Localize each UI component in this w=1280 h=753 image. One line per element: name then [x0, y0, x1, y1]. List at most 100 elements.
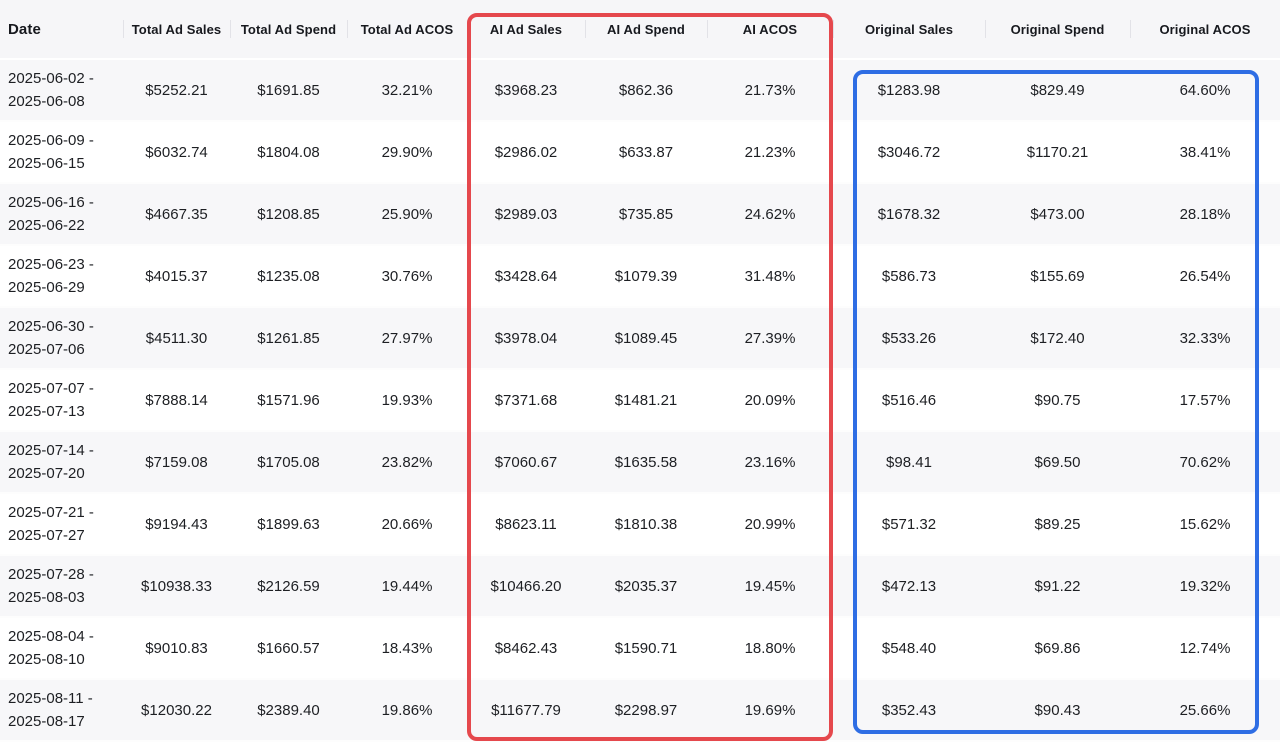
column-header-total-ad-acos: Total Ad ACOS — [347, 22, 467, 37]
date-range-end: 2025-08-10 — [8, 651, 85, 668]
cell-original-sales: $516.46 — [881, 391, 937, 409]
cell-total-ad-spend: $1261.85 — [257, 329, 320, 347]
table-row: 2025-06-23 - 2025-06-29 $4015.37 $1235.0… — [0, 246, 1280, 308]
cell-total-ad-spend: $2389.40 — [257, 701, 320, 719]
cell-total-ad-spend: $1208.85 — [257, 205, 320, 223]
cell-ai-acos: 21.23% — [744, 143, 796, 161]
cell-total-ad-sales: $9010.83 — [145, 639, 208, 657]
cell-date-range: 2025-06-16 - 2025-06-22 — [0, 191, 123, 237]
cell-ai-ad-spend: $735.85 — [618, 205, 674, 223]
date-range-end: 2025-06-29 — [8, 279, 85, 296]
cell-total-ad-acos: 18.43% — [381, 639, 433, 657]
cell-total-ad-sales: $4511.30 — [145, 329, 208, 347]
cell-ai-ad-sales: $7371.68 — [494, 391, 558, 409]
cell-original-spend: $90.75 — [1034, 391, 1081, 409]
table-row: 2025-07-21 - 2025-07-27 $9194.43 $1899.6… — [0, 494, 1280, 556]
column-header-total-ad-sales: Total Ad Sales — [123, 22, 230, 37]
column-header-ai-acos: AI ACOS — [707, 22, 833, 37]
cell-total-ad-acos: 29.90% — [381, 143, 433, 161]
cell-original-spend: $473.00 — [1030, 205, 1085, 223]
cell-total-ad-acos: 27.97% — [381, 329, 433, 347]
cell-original-acos: 12.74% — [1179, 639, 1231, 657]
cell-original-spend: $89.25 — [1034, 515, 1081, 533]
cell-ai-ad-spend: $862.36 — [618, 81, 674, 99]
cell-total-ad-sales: $4015.37 — [145, 267, 208, 285]
cell-original-spend: $69.50 — [1034, 453, 1081, 471]
cell-date-range: 2025-06-30 - 2025-07-06 — [0, 315, 123, 361]
column-header-original-spend: Original Spend — [985, 22, 1130, 37]
cell-total-ad-sales: $10938.33 — [141, 577, 212, 595]
cell-total-ad-acos: 25.90% — [381, 205, 433, 223]
table-row: 2025-07-28 - 2025-08-03 $10938.33 $2126.… — [0, 556, 1280, 618]
column-header-date: Date — [8, 20, 41, 38]
cell-ai-ad-spend: $2298.97 — [614, 701, 678, 719]
cell-original-sales: $571.32 — [881, 515, 937, 533]
cell-date-range: 2025-06-23 - 2025-06-29 — [0, 253, 123, 299]
cell-original-spend: $829.49 — [1030, 81, 1085, 99]
date-range-end: 2025-08-17 — [8, 713, 85, 730]
cell-ai-acos: 20.09% — [744, 391, 796, 409]
cell-ai-ad-sales: $8462.43 — [494, 639, 558, 657]
cell-original-acos: 26.54% — [1179, 267, 1231, 285]
cell-date-range: 2025-06-02 - 2025-06-08 — [0, 67, 123, 113]
date-range-end: 2025-07-20 — [8, 465, 85, 482]
date-range-start: 2025-06-23 - — [8, 256, 94, 273]
table-row: 2025-08-04 - 2025-08-10 $9010.83 $1660.5… — [0, 618, 1280, 680]
table-row: 2025-06-09 - 2025-06-15 $6032.74 $1804.0… — [0, 122, 1280, 184]
cell-original-sales: $1283.98 — [877, 81, 941, 99]
date-range-start: 2025-06-16 - — [8, 194, 94, 211]
cell-ai-ad-sales: $3978.04 — [494, 329, 558, 347]
cell-original-sales: $533.26 — [881, 329, 937, 347]
date-range-start: 2025-07-14 - — [8, 442, 94, 459]
cell-ai-ad-spend: $633.87 — [618, 143, 674, 161]
date-range-start: 2025-08-11 - — [8, 690, 93, 707]
cell-ai-acos: 23.16% — [744, 453, 796, 471]
cell-original-acos: 15.62% — [1179, 515, 1231, 533]
date-range-start: 2025-07-28 - — [8, 566, 94, 583]
date-range-start: 2025-06-30 - — [8, 318, 94, 335]
table-header: Date Total Ad Sales Total Ad Spend Total… — [0, 0, 1280, 60]
cell-ai-acos: 19.45% — [744, 577, 796, 595]
table-row: 2025-08-11 - 2025-08-17 $12030.22 $2389.… — [0, 680, 1280, 742]
column-header-ai-ad-sales: AI Ad Sales — [467, 22, 585, 37]
cell-total-ad-acos: 19.44% — [381, 577, 433, 595]
cell-date-range: 2025-07-28 - 2025-08-03 — [0, 563, 123, 609]
cell-ai-acos: 27.39% — [744, 329, 796, 347]
column-header-total-ad-spend: Total Ad Spend — [230, 22, 347, 37]
cell-ai-ad-spend: $1089.45 — [614, 329, 678, 347]
date-range-start: 2025-06-02 - — [8, 70, 94, 87]
cell-ai-ad-spend: $1635.58 — [614, 453, 678, 471]
cell-ai-acos: 21.73% — [744, 81, 796, 99]
cell-original-spend: $155.69 — [1030, 267, 1085, 285]
cell-total-ad-sales: $6032.74 — [145, 143, 208, 161]
cell-date-range: 2025-08-04 - 2025-08-10 — [0, 625, 123, 671]
cell-total-ad-acos: 23.82% — [381, 453, 433, 471]
cell-original-acos: 38.41% — [1179, 143, 1231, 161]
cell-original-acos: 70.62% — [1179, 453, 1231, 471]
date-range-start: 2025-08-04 - — [8, 628, 94, 645]
date-range-end: 2025-07-13 — [8, 403, 85, 420]
cell-original-sales: $472.13 — [881, 577, 937, 595]
cell-total-ad-sales: $7888.14 — [145, 391, 208, 409]
cell-original-acos: 64.60% — [1179, 81, 1231, 99]
cell-date-range: 2025-07-21 - 2025-07-27 — [0, 501, 123, 547]
cell-original-acos: 28.18% — [1179, 205, 1231, 223]
date-range-end: 2025-08-03 — [8, 589, 85, 606]
cell-ai-ad-spend: $1481.21 — [614, 391, 678, 409]
cell-original-acos: 17.57% — [1179, 391, 1231, 409]
cell-total-ad-spend: $1899.63 — [257, 515, 320, 533]
table-row: 2025-07-07 - 2025-07-13 $7888.14 $1571.9… — [0, 370, 1280, 432]
table-row: 2025-07-14 - 2025-07-20 $7159.08 $1705.0… — [0, 432, 1280, 494]
cell-total-ad-sales: $12030.22 — [141, 701, 212, 719]
cell-original-acos: 25.66% — [1179, 701, 1231, 719]
cell-total-ad-sales: $7159.08 — [145, 453, 208, 471]
cell-original-sales: $548.40 — [881, 639, 937, 657]
date-range-end: 2025-07-27 — [8, 527, 85, 544]
cell-total-ad-spend: $1705.08 — [257, 453, 320, 471]
cell-original-sales: $352.43 — [881, 701, 937, 719]
table-row: 2025-06-30 - 2025-07-06 $4511.30 $1261.8… — [0, 308, 1280, 370]
cell-original-sales: $1678.32 — [877, 205, 941, 223]
cell-date-range: 2025-08-11 - 2025-08-17 — [0, 687, 123, 733]
cell-ai-acos: 18.80% — [744, 639, 796, 657]
